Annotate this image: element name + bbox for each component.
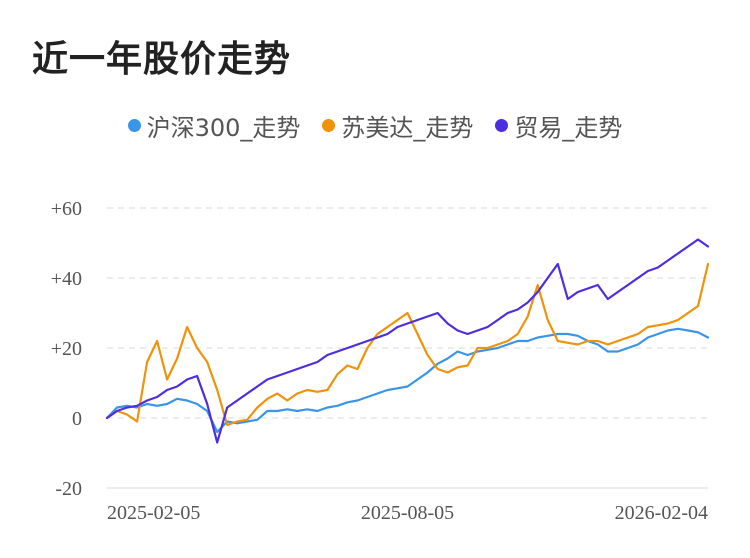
legend-marker-hs300 (127, 119, 141, 132)
legend-item-hs300[interactable]: 沪深300_走势 (127, 108, 301, 143)
legend-label-hs300: 沪深300_走势 (146, 114, 301, 142)
chart-title: 近一年股价走势 (32, 39, 292, 80)
legend-label-trade: 贸易_走势 (514, 114, 623, 142)
legend-item-trade[interactable]: 贸易_走势 (495, 108, 622, 143)
y-tick-label: +60 (51, 198, 82, 220)
x-tick-label: 2025-08-05 (361, 502, 454, 524)
series-line-1 (105, 262, 710, 427)
y-tick-label: 0 (72, 408, 82, 430)
y-tick-label: +20 (51, 338, 82, 360)
x-tick-label: 2026-02-04 (615, 502, 708, 524)
series-line-0 (105, 327, 710, 434)
legend-label-sumeida: 苏美达_走势 (341, 114, 474, 142)
y-axis-ticks: +60 +40 +20 0 -20 (51, 198, 82, 500)
legend-marker-sumeida (322, 119, 336, 132)
chart-legend: 沪深300_走势 苏美达_走势 贸易_走势 (0, 108, 750, 143)
y-tick-label: +40 (51, 268, 82, 290)
series-line-2 (105, 238, 710, 444)
legend-marker-trade (495, 119, 509, 132)
series-lines (105, 238, 710, 444)
y-tick-label: -20 (55, 478, 82, 500)
legend-item-sumeida[interactable]: 苏美达_走势 (322, 108, 473, 143)
x-axis-ticks: 2025-02-05 2025-08-05 2026-02-04 (107, 502, 708, 524)
gridlines (107, 207, 708, 489)
x-tick-label: 2025-02-05 (107, 502, 200, 524)
